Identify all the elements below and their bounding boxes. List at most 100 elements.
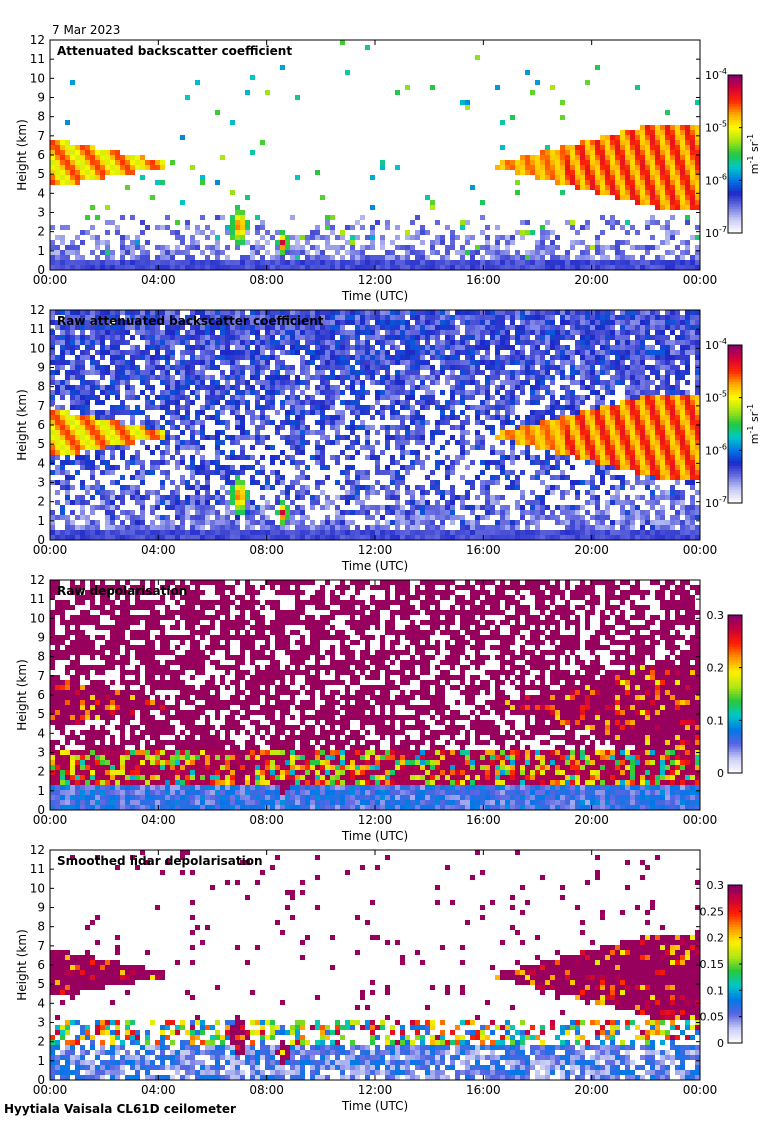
heatmap-cell xyxy=(150,465,155,470)
heatmap-cell xyxy=(210,380,215,385)
heatmap-cell xyxy=(680,135,685,140)
heatmap-cell xyxy=(245,335,250,340)
heatmap-cell xyxy=(125,465,130,470)
heatmap-cell xyxy=(290,250,295,255)
heatmap-cell xyxy=(495,320,500,325)
heatmap-cell xyxy=(90,265,95,270)
heatmap-cell xyxy=(300,335,305,340)
heatmap-cell xyxy=(160,255,165,260)
heatmap-cell xyxy=(655,220,660,225)
heatmap-cell xyxy=(105,255,110,260)
heatmap-cell xyxy=(160,345,165,350)
heatmap-cell xyxy=(215,235,220,240)
heatmap-cell xyxy=(530,315,535,320)
heatmap-cell xyxy=(300,265,305,270)
heatmap-cell xyxy=(390,475,395,480)
heatmap-cell xyxy=(540,360,545,365)
heatmap-cell xyxy=(630,425,635,430)
heatmap-cell xyxy=(395,415,400,420)
heatmap-cell xyxy=(200,260,205,265)
heatmap-cell xyxy=(650,320,655,325)
heatmap-cell xyxy=(500,385,505,390)
heatmap-cell xyxy=(225,480,230,485)
heatmap-cell xyxy=(130,440,135,445)
heatmap-cell xyxy=(210,335,215,340)
heatmap-cell xyxy=(85,145,90,150)
heatmap-cell xyxy=(140,175,145,180)
heatmap-cell xyxy=(545,315,550,320)
heatmap-cell xyxy=(210,400,215,405)
heatmap-cell xyxy=(670,435,675,440)
heatmap-cell xyxy=(490,245,495,250)
heatmap-cell xyxy=(485,460,490,465)
heatmap-cell xyxy=(330,390,335,395)
heatmap-cell xyxy=(95,365,100,370)
heatmap-cell xyxy=(540,445,545,450)
heatmap-cell xyxy=(640,380,645,385)
heatmap-cell xyxy=(495,475,500,480)
heatmap-cell xyxy=(560,150,565,155)
heatmap-cell xyxy=(275,370,280,375)
heatmap-cell xyxy=(345,310,350,315)
heatmap-cell xyxy=(95,465,100,470)
heatmap-cell xyxy=(215,440,220,445)
heatmap-cell xyxy=(520,420,525,425)
heatmap-cell xyxy=(595,415,600,420)
x-tick-label: 12:00 xyxy=(358,273,393,287)
heatmap-cell xyxy=(255,335,260,340)
heatmap-cell xyxy=(590,370,595,375)
heatmap-cell xyxy=(535,415,540,420)
heatmap-cell xyxy=(550,330,555,335)
heatmap-cell xyxy=(495,340,500,345)
heatmap-cell xyxy=(560,325,565,330)
heatmap-cell xyxy=(580,225,585,230)
heatmap-cell xyxy=(695,160,700,165)
heatmap-cell xyxy=(430,430,435,435)
heatmap-cell xyxy=(465,105,470,110)
heatmap-cell xyxy=(470,320,475,325)
heatmap-cell xyxy=(570,225,575,230)
heatmap-cell xyxy=(345,225,350,230)
heatmap-cell xyxy=(85,370,90,375)
heatmap-cell xyxy=(65,420,70,425)
heatmap-cell xyxy=(100,435,105,440)
heatmap-cell xyxy=(390,265,395,270)
heatmap-cell xyxy=(625,410,630,415)
heatmap-cell xyxy=(100,355,105,360)
heatmap-cell xyxy=(100,460,105,465)
heatmap-cell xyxy=(105,445,110,450)
heatmap-cell xyxy=(185,220,190,225)
heatmap-cell xyxy=(575,315,580,320)
heatmap-cell xyxy=(550,390,555,395)
heatmap-cell xyxy=(665,240,670,245)
heatmap-cell xyxy=(665,320,670,325)
heatmap-cell xyxy=(670,325,675,330)
y-tick-label: 7 xyxy=(37,129,45,143)
heatmap-cell xyxy=(655,140,660,145)
heatmap-cell xyxy=(570,450,575,455)
heatmap-cell xyxy=(610,435,615,440)
heatmap-cell xyxy=(650,480,655,485)
heatmap-cell xyxy=(370,445,375,450)
heatmap-cell xyxy=(450,435,455,440)
heatmap-cell xyxy=(620,150,625,155)
heatmap-cell xyxy=(185,400,190,405)
heatmap-cell xyxy=(635,435,640,440)
heatmap-cell xyxy=(535,430,540,435)
heatmap-cell xyxy=(660,145,665,150)
heatmap-cell xyxy=(185,415,190,420)
heatmap-cell xyxy=(500,315,505,320)
heatmap-cell xyxy=(340,360,345,365)
heatmap-cell xyxy=(175,445,180,450)
heatmap-cell xyxy=(520,440,525,445)
heatmap-cell xyxy=(510,240,515,245)
heatmap-cell xyxy=(410,310,415,315)
heatmap-cell xyxy=(90,335,95,340)
heatmap-cell xyxy=(395,335,400,340)
heatmap-cell xyxy=(660,200,665,205)
heatmap-cell xyxy=(615,165,620,170)
heatmap-cell xyxy=(690,445,695,450)
heatmap-cell xyxy=(610,425,615,430)
heatmap-cell xyxy=(560,335,565,340)
